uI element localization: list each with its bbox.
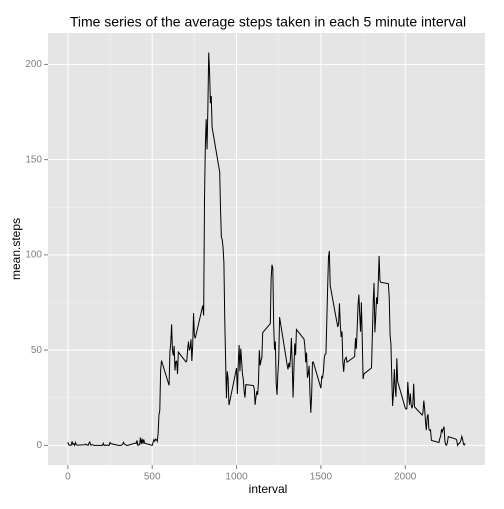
x-tick-label: 1000	[225, 472, 248, 483]
x-tick-label: 0	[65, 472, 71, 483]
chart-title: Time series of the average steps taken i…	[70, 14, 466, 30]
panel	[48, 33, 485, 465]
x-tick-label: 500	[144, 472, 161, 483]
x-tick-label: 1500	[310, 472, 333, 483]
x-tick-label: 2000	[394, 472, 417, 483]
x-axis-title: interval	[249, 482, 288, 496]
y-axis-title: mean.steps	[9, 218, 23, 280]
line	[67, 52, 466, 447]
y-tick-label: 100	[25, 250, 42, 261]
y-tick-label: 150	[25, 154, 42, 165]
y-tick-label: 200	[25, 59, 42, 70]
y-tick-label: 50	[31, 345, 43, 356]
y-tick-label: 0	[36, 440, 42, 451]
